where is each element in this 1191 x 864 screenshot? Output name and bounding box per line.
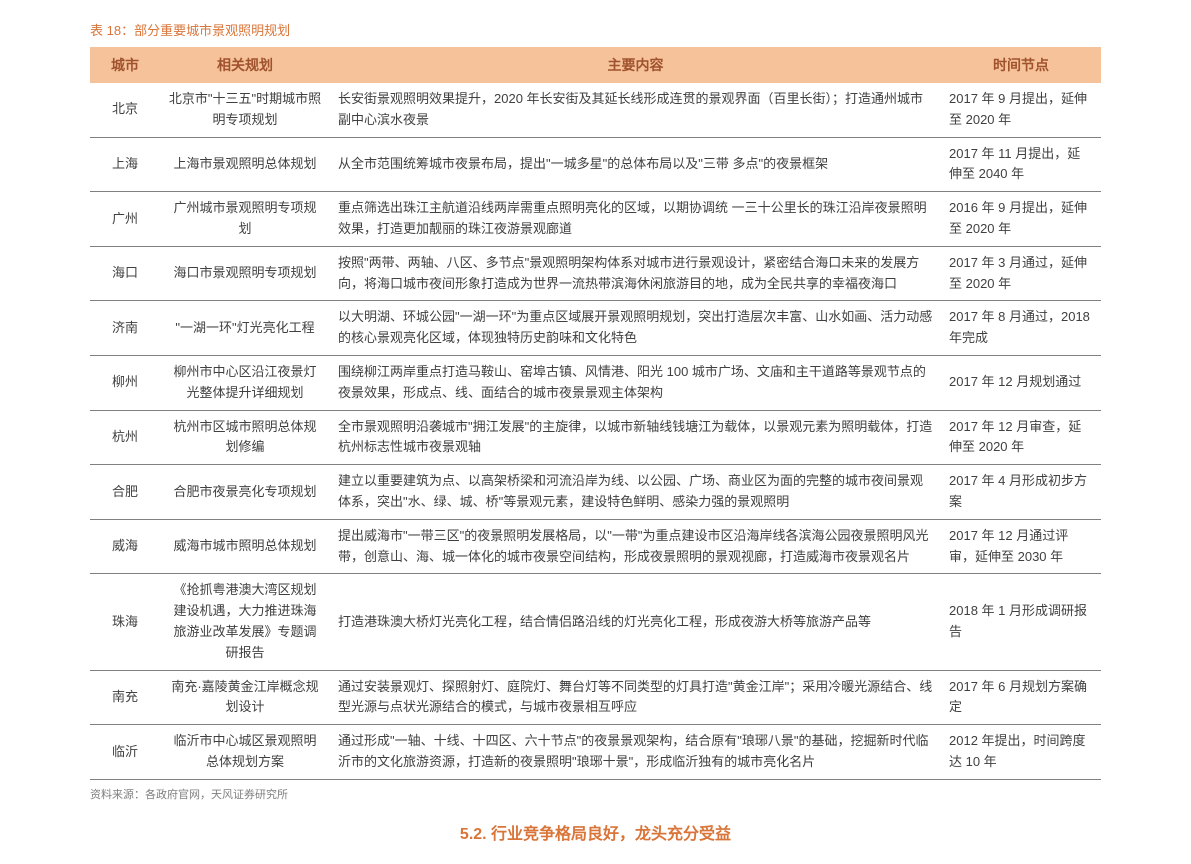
cell-plan: 《抢抓粤港澳大湾区规划建设机遇，大力推进珠海旅游业改革发展》专题调研报告 [160, 574, 330, 670]
cell-city: 合肥 [90, 465, 160, 520]
cell-plan: 合肥市夜景亮化专项规划 [160, 465, 330, 520]
cell-time: 2017 年 3 月通过，延伸至 2020 年 [941, 246, 1101, 301]
table-row: 南充南充·嘉陵黄金江岸概念规划设计通过安装景观灯、探照射灯、庭院灯、舞台灯等不同… [90, 670, 1101, 725]
lighting-plan-table: 城市 相关规划 主要内容 时间节点 北京北京市"十三五"时期城市照明专项规划长安… [90, 47, 1101, 780]
table-row: 柳州柳州市中心区沿江夜景灯光整体提升详细规划围绕柳江两岸重点打造马鞍山、窑埠古镇… [90, 355, 1101, 410]
cell-content: 从全市范围统筹城市夜景布局，提出"一城多星"的总体布局以及"三带 多点"的夜景框… [330, 137, 941, 192]
footer-heading: 5.2. 行业竞争格局良好，龙头充分受益 [90, 820, 1101, 844]
cell-plan: 上海市景观照明总体规划 [160, 137, 330, 192]
cell-time: 2012 年提出，时间跨度达 10 年 [941, 725, 1101, 780]
cell-content: 长安街景观照明效果提升，2020 年长安街及其延长线形成连贯的景观界面（百里长街… [330, 83, 941, 137]
col-city: 城市 [90, 47, 160, 83]
cell-time: 2017 年 4 月形成初步方案 [941, 465, 1101, 520]
table-row: 广州广州城市景观照明专项规划重点筛选出珠江主航道沿线两岸需重点照明亮化的区域，以… [90, 192, 1101, 247]
cell-content: 以大明湖、环城公园"一湖一环"为重点区域展开景观照明规划，突出打造层次丰富、山水… [330, 301, 941, 356]
cell-plan: 南充·嘉陵黄金江岸概念规划设计 [160, 670, 330, 725]
cell-time: 2017 年 12 月规划通过 [941, 355, 1101, 410]
cell-city: 威海 [90, 519, 160, 574]
cell-city: 上海 [90, 137, 160, 192]
table-row: 济南"一湖一环"灯光亮化工程以大明湖、环城公园"一湖一环"为重点区域展开景观照明… [90, 301, 1101, 356]
table-row: 北京北京市"十三五"时期城市照明专项规划长安街景观照明效果提升，2020 年长安… [90, 83, 1101, 137]
cell-content: 通过形成"一轴、十线、十四区、六十节点"的夜景景观架构，结合原有"琅琊八景"的基… [330, 725, 941, 780]
cell-time: 2016 年 9 月提出，延伸至 2020 年 [941, 192, 1101, 247]
table-row: 威海威海市城市照明总体规划提出威海市"一带三区"的夜景照明发展格局，以"一带"为… [90, 519, 1101, 574]
cell-city: 柳州 [90, 355, 160, 410]
cell-plan: 柳州市中心区沿江夜景灯光整体提升详细规划 [160, 355, 330, 410]
cell-content: 建立以重要建筑为点、以高架桥梁和河流沿岸为线、以公园、广场、商业区为面的完整的城… [330, 465, 941, 520]
cell-time: 2017 年 6 月规划方案确定 [941, 670, 1101, 725]
source-text: 资料来源：各政府官网，天风证券研究所 [90, 786, 1101, 802]
col-content: 主要内容 [330, 47, 941, 83]
col-plan: 相关规划 [160, 47, 330, 83]
cell-time: 2017 年 9 月提出，延伸至 2020 年 [941, 83, 1101, 137]
cell-city: 北京 [90, 83, 160, 137]
table-row: 上海上海市景观照明总体规划从全市范围统筹城市夜景布局，提出"一城多星"的总体布局… [90, 137, 1101, 192]
cell-time: 2018 年 1 月形成调研报告 [941, 574, 1101, 670]
cell-plan: 杭州市区城市照明总体规划修编 [160, 410, 330, 465]
table-title: 表 18：部分重要城市景观照明规划 [90, 20, 1101, 39]
cell-city: 济南 [90, 301, 160, 356]
table-row: 杭州杭州市区城市照明总体规划修编全市景观照明沿袭城市"拥江发展"的主旋律，以城市… [90, 410, 1101, 465]
cell-content: 全市景观照明沿袭城市"拥江发展"的主旋律，以城市新轴线钱塘江为载体，以景观元素为… [330, 410, 941, 465]
cell-plan: "一湖一环"灯光亮化工程 [160, 301, 330, 356]
cell-content: 通过安装景观灯、探照射灯、庭院灯、舞台灯等不同类型的灯具打造"黄金江岸"；采用冷… [330, 670, 941, 725]
cell-plan: 北京市"十三五"时期城市照明专项规划 [160, 83, 330, 137]
cell-content: 围绕柳江两岸重点打造马鞍山、窑埠古镇、风情港、阳光 100 城市广场、文庙和主干… [330, 355, 941, 410]
cell-city: 珠海 [90, 574, 160, 670]
cell-time: 2017 年 11 月提出，延伸至 2040 年 [941, 137, 1101, 192]
cell-time: 2017 年 12 月通过评审，延伸至 2030 年 [941, 519, 1101, 574]
cell-city: 海口 [90, 246, 160, 301]
cell-time: 2017 年 12 月审查，延伸至 2020 年 [941, 410, 1101, 465]
col-time: 时间节点 [941, 47, 1101, 83]
cell-plan: 临沂市中心城区景观照明总体规划方案 [160, 725, 330, 780]
cell-plan: 海口市景观照明专项规划 [160, 246, 330, 301]
table-row: 合肥合肥市夜景亮化专项规划建立以重要建筑为点、以高架桥梁和河流沿岸为线、以公园、… [90, 465, 1101, 520]
cell-content: 按照"两带、两轴、八区、多节点"景观照明架构体系对城市进行景观设计，紧密结合海口… [330, 246, 941, 301]
cell-content: 重点筛选出珠江主航道沿线两岸需重点照明亮化的区域，以期协调统 一三十公里长的珠江… [330, 192, 941, 247]
table-header-row: 城市 相关规划 主要内容 时间节点 [90, 47, 1101, 83]
cell-time: 2017 年 8 月通过，2018 年完成 [941, 301, 1101, 356]
cell-city: 临沂 [90, 725, 160, 780]
cell-content: 提出威海市"一带三区"的夜景照明发展格局，以"一带"为重点建设市区沿海岸线各滨海… [330, 519, 941, 574]
cell-plan: 威海市城市照明总体规划 [160, 519, 330, 574]
cell-city: 广州 [90, 192, 160, 247]
cell-plan: 广州城市景观照明专项规划 [160, 192, 330, 247]
table-row: 珠海《抢抓粤港澳大湾区规划建设机遇，大力推进珠海旅游业改革发展》专题调研报告打造… [90, 574, 1101, 670]
table-row: 海口海口市景观照明专项规划按照"两带、两轴、八区、多节点"景观照明架构体系对城市… [90, 246, 1101, 301]
cell-city: 杭州 [90, 410, 160, 465]
cell-city: 南充 [90, 670, 160, 725]
cell-content: 打造港珠澳大桥灯光亮化工程，结合情侣路沿线的灯光亮化工程，形成夜游大桥等旅游产品… [330, 574, 941, 670]
table-row: 临沂临沂市中心城区景观照明总体规划方案通过形成"一轴、十线、十四区、六十节点"的… [90, 725, 1101, 780]
